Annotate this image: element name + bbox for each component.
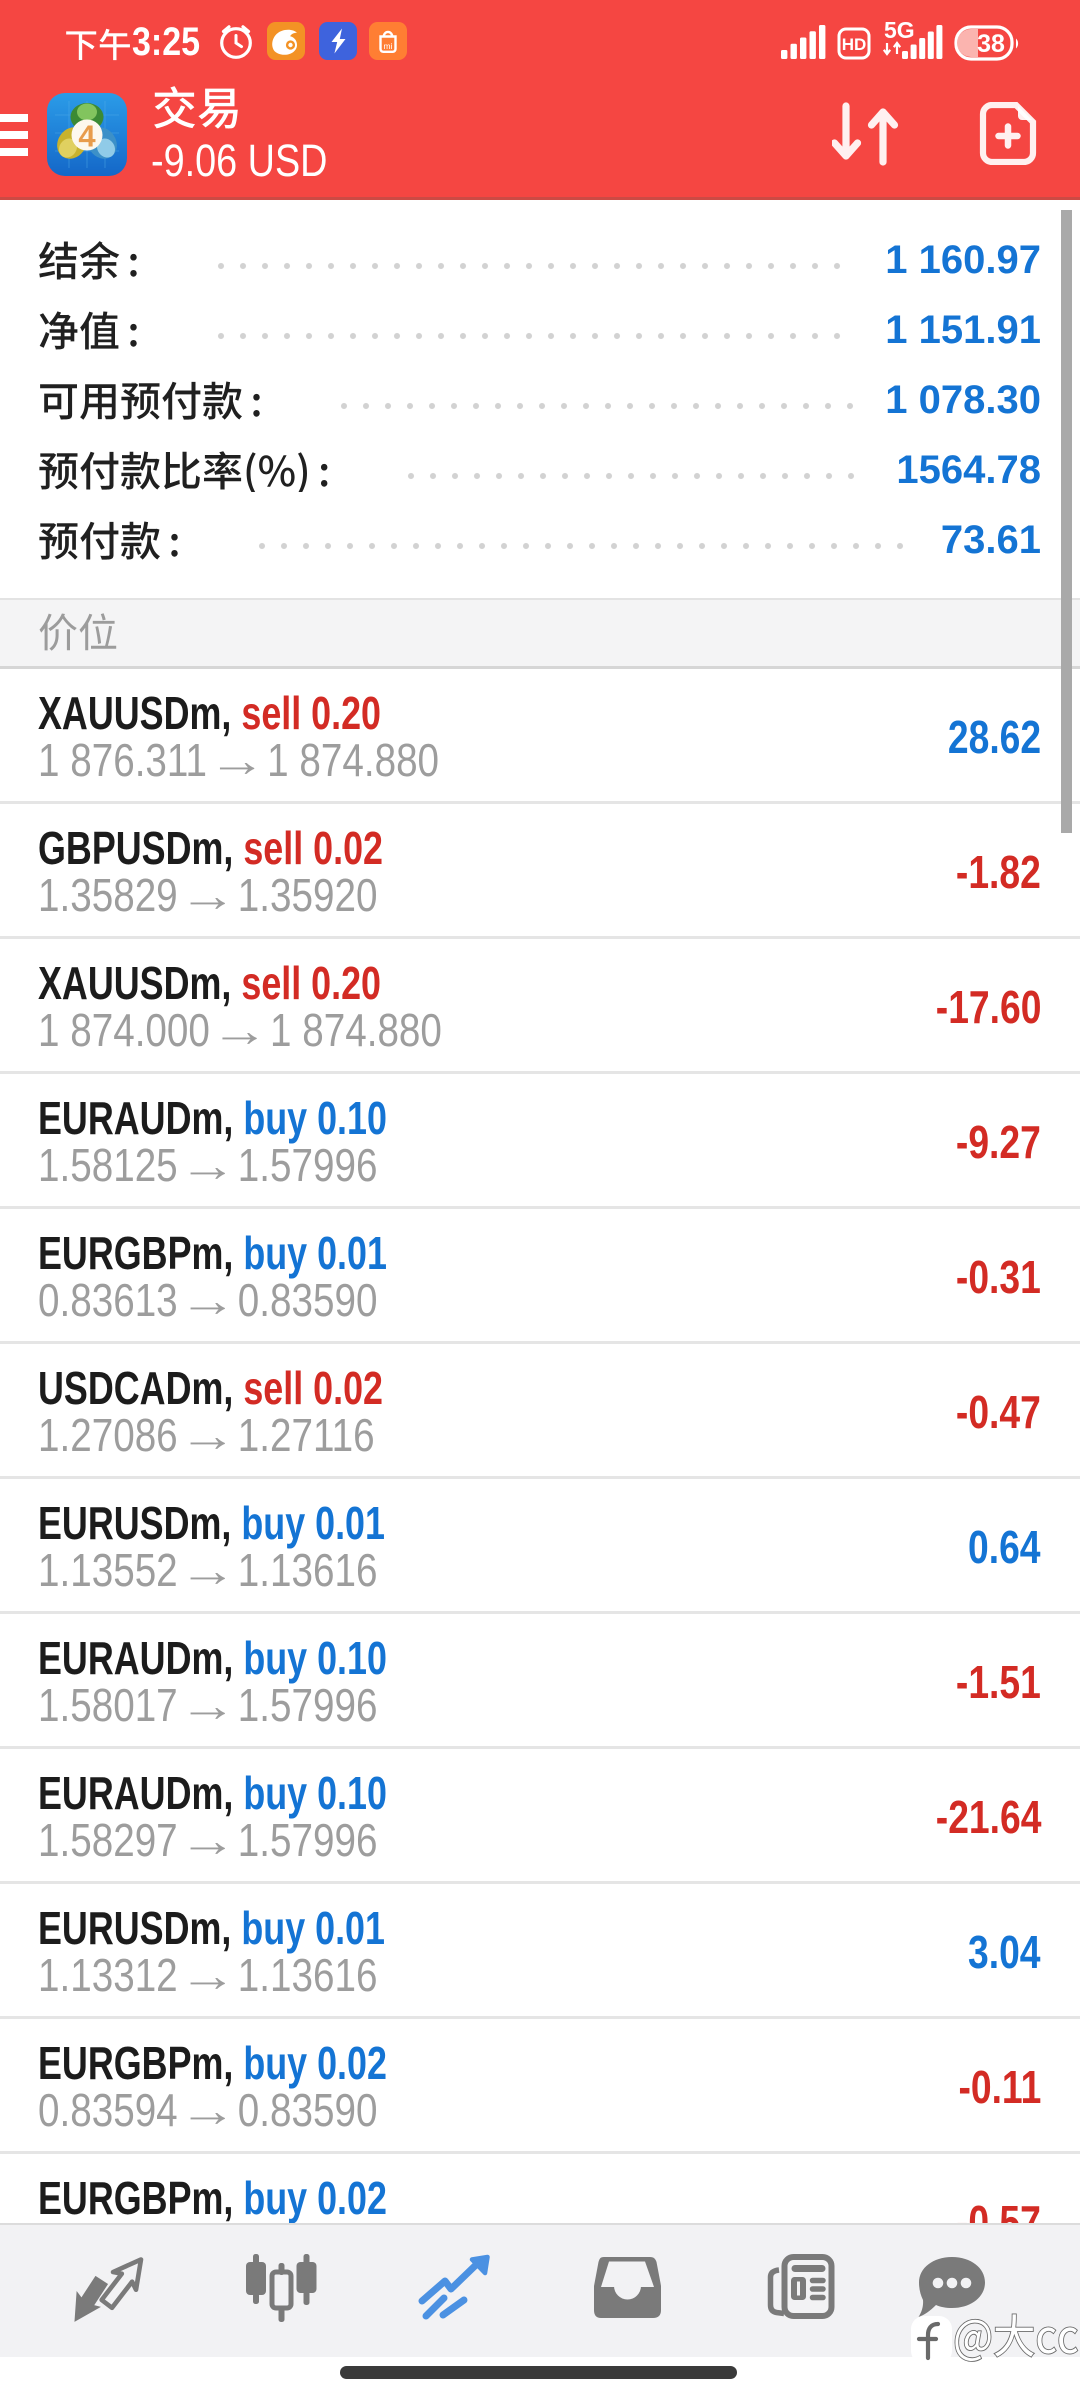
svg-text:mi: mi [384,41,393,51]
svg-text:38: 38 [977,30,1005,58]
svg-text:HD: HD [842,35,867,54]
svg-text:4: 4 [78,119,96,154]
svg-text:5G: 5G [884,17,915,43]
